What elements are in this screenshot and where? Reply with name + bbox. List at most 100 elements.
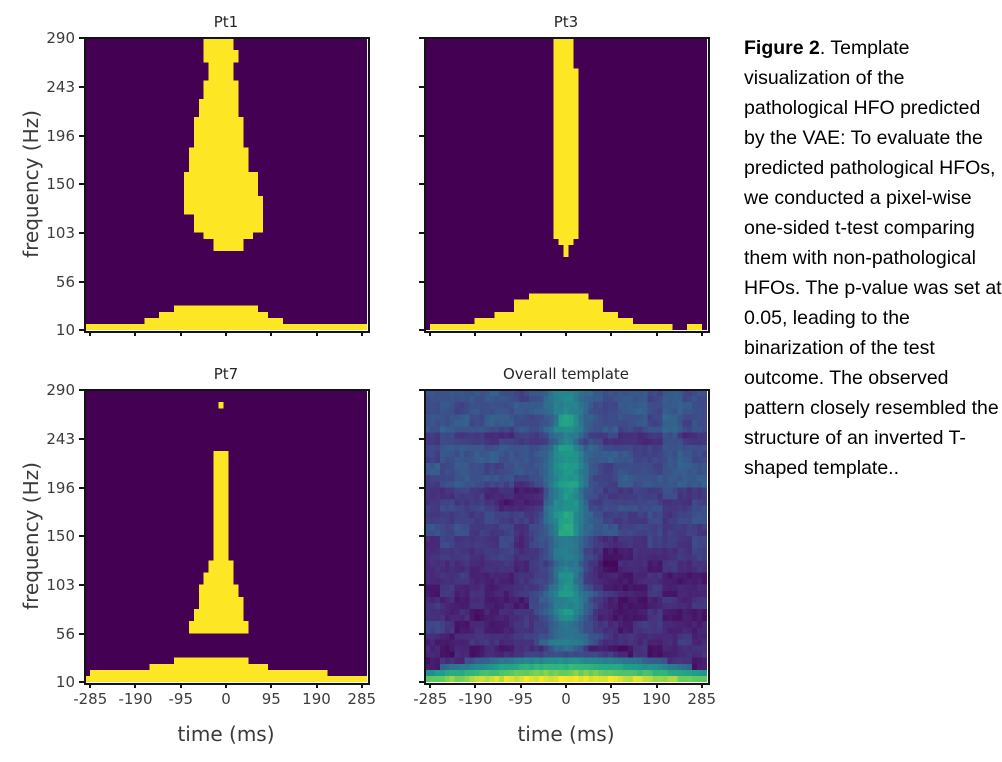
x-tick-mark: [474, 683, 477, 688]
y-tick-mark: [419, 681, 424, 683]
y-tick-mark: [419, 281, 424, 284]
x-tick-mark: [700, 683, 703, 688]
x-tick-label: 95: [261, 690, 281, 708]
subplot-title-pt1: Pt1: [213, 13, 239, 31]
y-tick-mark: [419, 232, 424, 234]
x-tick-label: 95: [601, 690, 621, 708]
x-tick-label: -190: [118, 690, 153, 708]
y-tick-mark: [79, 232, 84, 234]
y-tick-mark: [79, 487, 84, 490]
y-tick-mark: [419, 535, 424, 537]
y-tick-label: 10: [55, 673, 75, 691]
y-tick-mark: [419, 86, 424, 88]
x-tick-label: -95: [508, 690, 533, 708]
x-tick-label: 0: [221, 690, 231, 708]
x-tick-label: -190: [458, 690, 493, 708]
x-tick-mark: [519, 683, 522, 688]
y-tick-mark: [79, 681, 84, 683]
subplot-title-overall: Overall template: [502, 365, 630, 383]
x-tick-label: 285: [347, 690, 377, 708]
x-tick-mark: [89, 683, 92, 688]
x-tick-mark: [179, 331, 182, 336]
subplot-title-pt3: Pt3: [553, 13, 579, 31]
x-tick-mark: [225, 331, 227, 336]
y-tick-label: 243: [46, 78, 75, 96]
y-tick-mark: [79, 281, 84, 284]
y-tick-label: 103: [46, 576, 75, 594]
x-tick-mark: [655, 331, 658, 336]
x-tick-label: 190: [302, 690, 331, 708]
y-tick-label: 56: [55, 625, 75, 644]
y-tick-mark: [419, 135, 424, 138]
y-tick-label: 150: [46, 175, 75, 193]
x-tick-mark: [134, 683, 137, 688]
y-tick-mark: [79, 389, 84, 391]
figure-caption-text: . Template visualization of the patholog…: [744, 37, 1002, 479]
y-tick-label: 56: [55, 273, 75, 292]
x-tick-mark: [360, 331, 363, 336]
y-tick-mark: [419, 584, 424, 586]
y-tick-label: 196: [46, 127, 75, 146]
x-axis-label-right: time (ms): [517, 722, 615, 746]
x-tick-mark: [565, 331, 567, 336]
x-tick-mark: [610, 331, 613, 336]
x-tick-mark: [179, 683, 182, 688]
x-tick-label: -95: [168, 690, 193, 708]
subplot-pt3: Pt3: [419, 13, 710, 336]
x-axis-label-left: time (ms): [177, 722, 275, 746]
x-tick-label: -285: [73, 690, 108, 708]
y-tick-mark: [79, 135, 84, 138]
subplot-pt1: Pt1 290 243 196 150 103 56 10: [46, 13, 370, 339]
overall-template-heatmap-canvas: [425, 390, 707, 682]
y-tick-label: 243: [46, 430, 75, 448]
y-axis-label-top: frequency (Hz): [19, 110, 43, 258]
x-tick-mark: [89, 331, 92, 336]
x-tick-mark: [315, 683, 318, 688]
figure-caption: Figure 2. Template visualization of the …: [744, 33, 1002, 483]
y-tick-mark: [419, 487, 424, 490]
y-tick-mark: [79, 535, 84, 537]
y-tick-mark: [79, 183, 84, 185]
y-tick-mark: [419, 37, 424, 39]
x-tick-mark: [225, 683, 227, 688]
subplot-overall-template: Overall template -285 -190 -95 0 95 190 285: [413, 365, 716, 708]
x-tick-mark: [360, 683, 363, 688]
x-tick-mark: [474, 331, 477, 336]
pt7-heatmap-canvas: [85, 390, 367, 682]
y-tick-label: 103: [46, 224, 75, 242]
y-tick-label: 290: [46, 381, 75, 399]
y-tick-mark: [419, 438, 424, 440]
y-axis-label-bottom: frequency (Hz): [19, 462, 43, 610]
y-tick-mark: [419, 329, 424, 331]
x-tick-mark: [429, 331, 432, 336]
x-tick-mark: [270, 331, 273, 336]
x-tick-mark: [270, 683, 273, 688]
x-tick-mark: [429, 683, 432, 688]
pt3-heatmap-canvas: [425, 38, 707, 330]
y-tick-mark: [79, 633, 84, 636]
y-tick-mark: [419, 183, 424, 185]
y-tick-mark: [79, 329, 84, 331]
x-tick-mark: [134, 331, 137, 336]
y-tick-mark: [419, 633, 424, 636]
x-tick-mark: [315, 331, 318, 336]
y-tick-label: 196: [46, 479, 75, 498]
y-tick-mark: [419, 389, 424, 391]
y-tick-mark: [79, 438, 84, 440]
y-tick-mark: [79, 37, 84, 39]
pt1-heatmap-canvas: [85, 38, 367, 330]
x-tick-label: 190: [642, 690, 671, 708]
x-tick-mark: [655, 683, 658, 688]
x-tick-label: -285: [413, 690, 448, 708]
x-tick-label: 0: [561, 690, 571, 708]
x-tick-mark: [565, 683, 567, 688]
x-tick-mark: [519, 331, 522, 336]
figure-caption-label: Figure 2: [744, 37, 820, 59]
x-tick-mark: [610, 683, 613, 688]
y-tick-label: 150: [46, 527, 75, 545]
y-tick-mark: [79, 584, 84, 586]
x-tick-label: 285: [687, 690, 717, 708]
subplot-title-pt7: Pt7: [213, 365, 239, 383]
y-tick-label: 10: [55, 321, 75, 339]
